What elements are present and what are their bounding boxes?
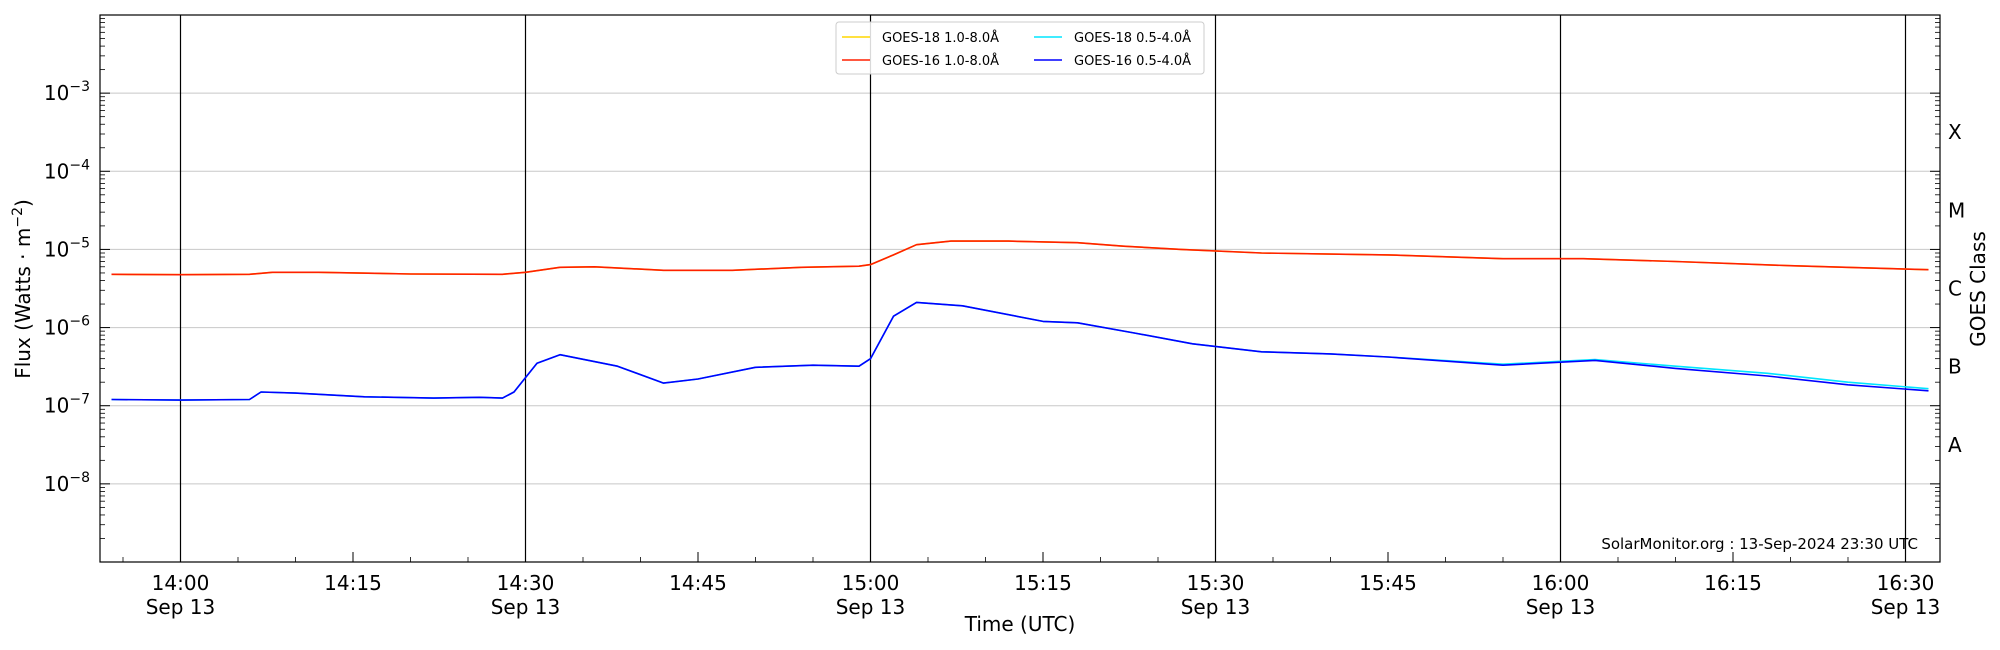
legend: GOES-18 1.0-8.0Å GOES-16 1.0-8.0Å GOES-18 … [835,21,1205,75]
y-axis-title-exponent: −2 [10,207,26,228]
goes-class-label: B [1948,355,1962,379]
legend-label: GOES-18 1.0-8.0Å [882,30,999,46]
series-line [111,301,1929,401]
x-axis-title: Time (UTC) [964,612,1076,636]
y-tick-label: 10−8 [44,470,90,496]
x-tick-label: 16:30 [1877,571,1935,595]
goes-class-label: X [1948,120,1962,144]
goes-class-axis-title: GOES Class [1966,231,1990,347]
legend-label: GOES-18 0.5-4.0Å [1074,30,1191,46]
legend-entries: GOES-18 1.0-8.0Å GOES-16 1.0-8.0Å GOES-18 … [842,30,1191,69]
x-tick-label: 14:00 [152,571,210,595]
legend-label: GOES-16 0.5-4.0Å [1074,53,1191,69]
x-tick-date-label: Sep 13 [836,595,906,619]
x-tick-date-label: Sep 13 [1181,595,1251,619]
goes-class-labels: X M C B A [1948,120,1965,457]
y-axis-ticks: 10−3 10−4 10−5 10−6 10−7 10−8 [44,18,1940,539]
x-tick-label: 14:15 [324,571,382,595]
legend-label: GOES-16 1.0-8.0Å [882,53,999,69]
legend-box [835,21,1205,75]
goes-class-label: M [1948,198,1965,222]
y-tick-label: 10−3 [44,79,90,105]
x-tick-label: 15:30 [1187,571,1245,595]
source-annotation: SolarMonitor.org : 13-Sep-2024 23:30 UTC [1601,535,1918,553]
y-axis-title-tail: ) [11,199,35,207]
y-axis-title-main: Flux (Watts · m [11,228,35,379]
y-tick-label: 10−4 [44,157,90,183]
y-axis-title: Flux (Watts · m−2) [10,199,35,379]
x-tick-label: 15:15 [1014,571,1072,595]
goes-class-label: A [1948,433,1962,457]
x-tick-label: 15:45 [1359,571,1417,595]
x-tick-label: 16:15 [1704,571,1762,595]
x-tick-label: 14:45 [669,571,727,595]
series-line [111,240,1929,276]
goes-class-label: C [1948,277,1962,301]
y-tick-label: 10−5 [44,235,90,261]
x-tick-label: 14:30 [497,571,555,595]
vertical-day-lines [179,15,1907,562]
x-tick-label: 16:00 [1532,571,1590,595]
x-tick-date-label: Sep 13 [1526,595,1596,619]
grid-layer [100,92,1940,485]
x-tick-date-label: Sep 13 [146,595,216,619]
plot-frame [99,14,1941,563]
y-tick-label: 10−7 [44,392,90,418]
x-tick-date-label: Sep 13 [1871,595,1941,619]
series-layer [111,240,1929,401]
x-tick-label: 15:00 [842,571,900,595]
x-tick-date-label: Sep 13 [491,595,561,619]
y-tick-label: 10−6 [44,314,90,340]
